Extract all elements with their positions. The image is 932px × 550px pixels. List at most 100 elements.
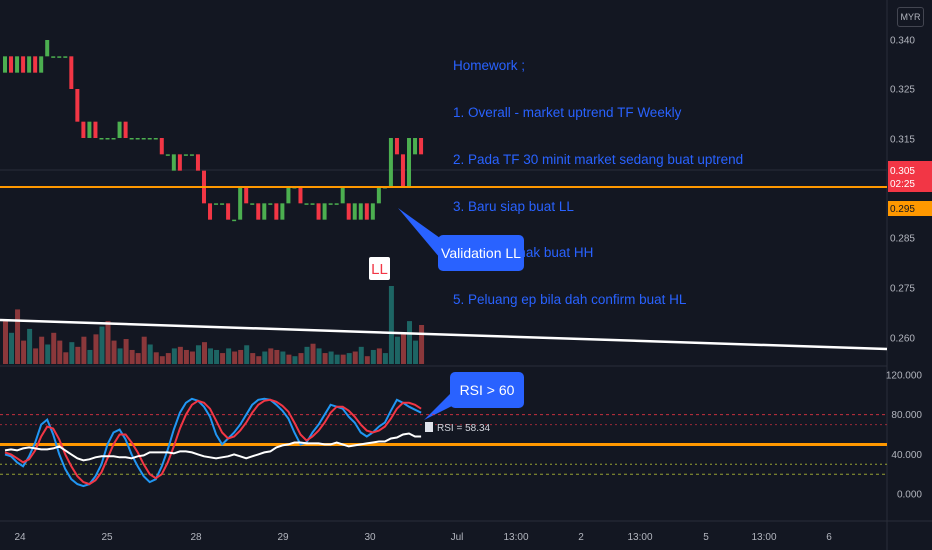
volume-bar xyxy=(334,354,340,364)
volume-bar xyxy=(105,321,111,364)
rsi-label-icon xyxy=(425,422,433,432)
candle xyxy=(346,203,351,220)
candle xyxy=(45,40,50,57)
candle xyxy=(413,138,418,155)
indicator-tick-label: 120.000 xyxy=(886,371,923,382)
volume-bar xyxy=(256,356,262,364)
candle xyxy=(274,203,279,220)
volume-bar xyxy=(99,326,105,364)
volume-bar xyxy=(419,325,425,364)
rsi-callout-pointer xyxy=(424,392,456,420)
volume-bar xyxy=(201,342,207,364)
indicator-tick-label: 0.000 xyxy=(897,490,922,501)
indicator-pane: RSI = 58.34 xyxy=(0,397,887,488)
volume-bar xyxy=(87,349,93,364)
candle xyxy=(123,121,128,139)
volume-bar xyxy=(346,353,352,364)
candle xyxy=(310,203,315,205)
candle xyxy=(33,56,38,73)
volume-bar xyxy=(232,351,238,364)
price-tick-label: 0.340 xyxy=(890,36,915,47)
annotation-line: 2. Pada TF 30 minit market sedang buat u… xyxy=(453,151,744,167)
candle xyxy=(256,203,261,220)
time-tick-label: 2 xyxy=(578,532,584,543)
volume-bar xyxy=(15,309,21,364)
volume-bar xyxy=(177,346,183,364)
countdown-label: 02:25 xyxy=(890,179,915,190)
candle xyxy=(316,203,321,220)
annotation-line: 3. Baru siap buat LL xyxy=(453,198,574,214)
candle xyxy=(87,121,92,139)
candle xyxy=(334,203,339,205)
volume-bar xyxy=(81,336,87,364)
volume-bar xyxy=(274,349,280,364)
volume-bar xyxy=(250,353,256,364)
volume-bar xyxy=(9,332,15,364)
volume-bar xyxy=(238,349,244,364)
candle xyxy=(111,138,116,140)
volume-bar xyxy=(220,353,226,364)
volume-bar xyxy=(358,346,364,364)
candle xyxy=(177,154,182,171)
time-tick-label: 29 xyxy=(277,532,289,543)
annotation-line: 5. Peluang ep bila dah confirm buat HL xyxy=(453,292,687,308)
candle xyxy=(57,56,62,58)
volume-bar xyxy=(316,348,322,364)
time-tick-label: 13:00 xyxy=(627,532,652,543)
last-price-label: 0.305 xyxy=(890,166,915,177)
volume-bar xyxy=(93,334,99,364)
candle xyxy=(117,121,122,139)
volume-bar xyxy=(75,346,81,364)
volume-bar xyxy=(3,321,8,364)
candle xyxy=(376,187,381,204)
candle xyxy=(189,154,194,156)
time-tick-label: 28 xyxy=(190,532,202,543)
price-tick-label: 0.325 xyxy=(890,85,915,96)
candle xyxy=(358,203,363,220)
candle xyxy=(214,203,219,205)
candle xyxy=(298,187,303,204)
candle xyxy=(226,203,231,220)
candle xyxy=(340,187,345,204)
volume-bar xyxy=(135,353,141,364)
currency-button[interactable]: MYR xyxy=(897,7,924,27)
price-tick-label: 0.260 xyxy=(890,334,915,345)
stoch-k-line xyxy=(4,397,422,488)
volume-bar xyxy=(183,349,189,364)
validation-callout-pointer xyxy=(398,208,440,258)
rsi-line xyxy=(4,432,422,462)
volume-bar xyxy=(244,345,250,364)
volume-bar xyxy=(57,340,63,364)
candle xyxy=(394,138,399,155)
candle xyxy=(75,89,80,122)
annotation-line: Homework ; xyxy=(453,58,526,74)
price-tick-label: 0.315 xyxy=(890,135,915,146)
volume-bar xyxy=(262,351,268,364)
level-label: 0.295 xyxy=(890,204,915,215)
volume-bar xyxy=(171,348,177,364)
candle xyxy=(364,203,369,220)
volume-bar xyxy=(214,349,220,364)
ll-marker-label: LL xyxy=(371,261,388,278)
homework-annotation: Homework ; 1. Overall - market uptrend T… xyxy=(453,27,743,323)
volume-bar xyxy=(117,348,123,364)
candle xyxy=(81,121,86,139)
candle xyxy=(304,203,309,205)
time-tick-label: 30 xyxy=(364,532,376,543)
volume-bar xyxy=(45,344,51,364)
price-tick-label: 0.285 xyxy=(890,234,915,245)
candle xyxy=(388,138,393,188)
volume-bar xyxy=(352,351,358,364)
volume-bar xyxy=(21,340,27,364)
volume-bar xyxy=(195,345,201,364)
volume-bar xyxy=(298,353,304,364)
candle xyxy=(63,56,68,58)
time-tick-label: 24 xyxy=(14,532,26,543)
volume-bar xyxy=(129,349,135,364)
candle xyxy=(286,187,291,204)
candle xyxy=(3,56,7,73)
candle xyxy=(328,203,333,205)
candle xyxy=(407,138,412,188)
candle xyxy=(171,154,176,171)
